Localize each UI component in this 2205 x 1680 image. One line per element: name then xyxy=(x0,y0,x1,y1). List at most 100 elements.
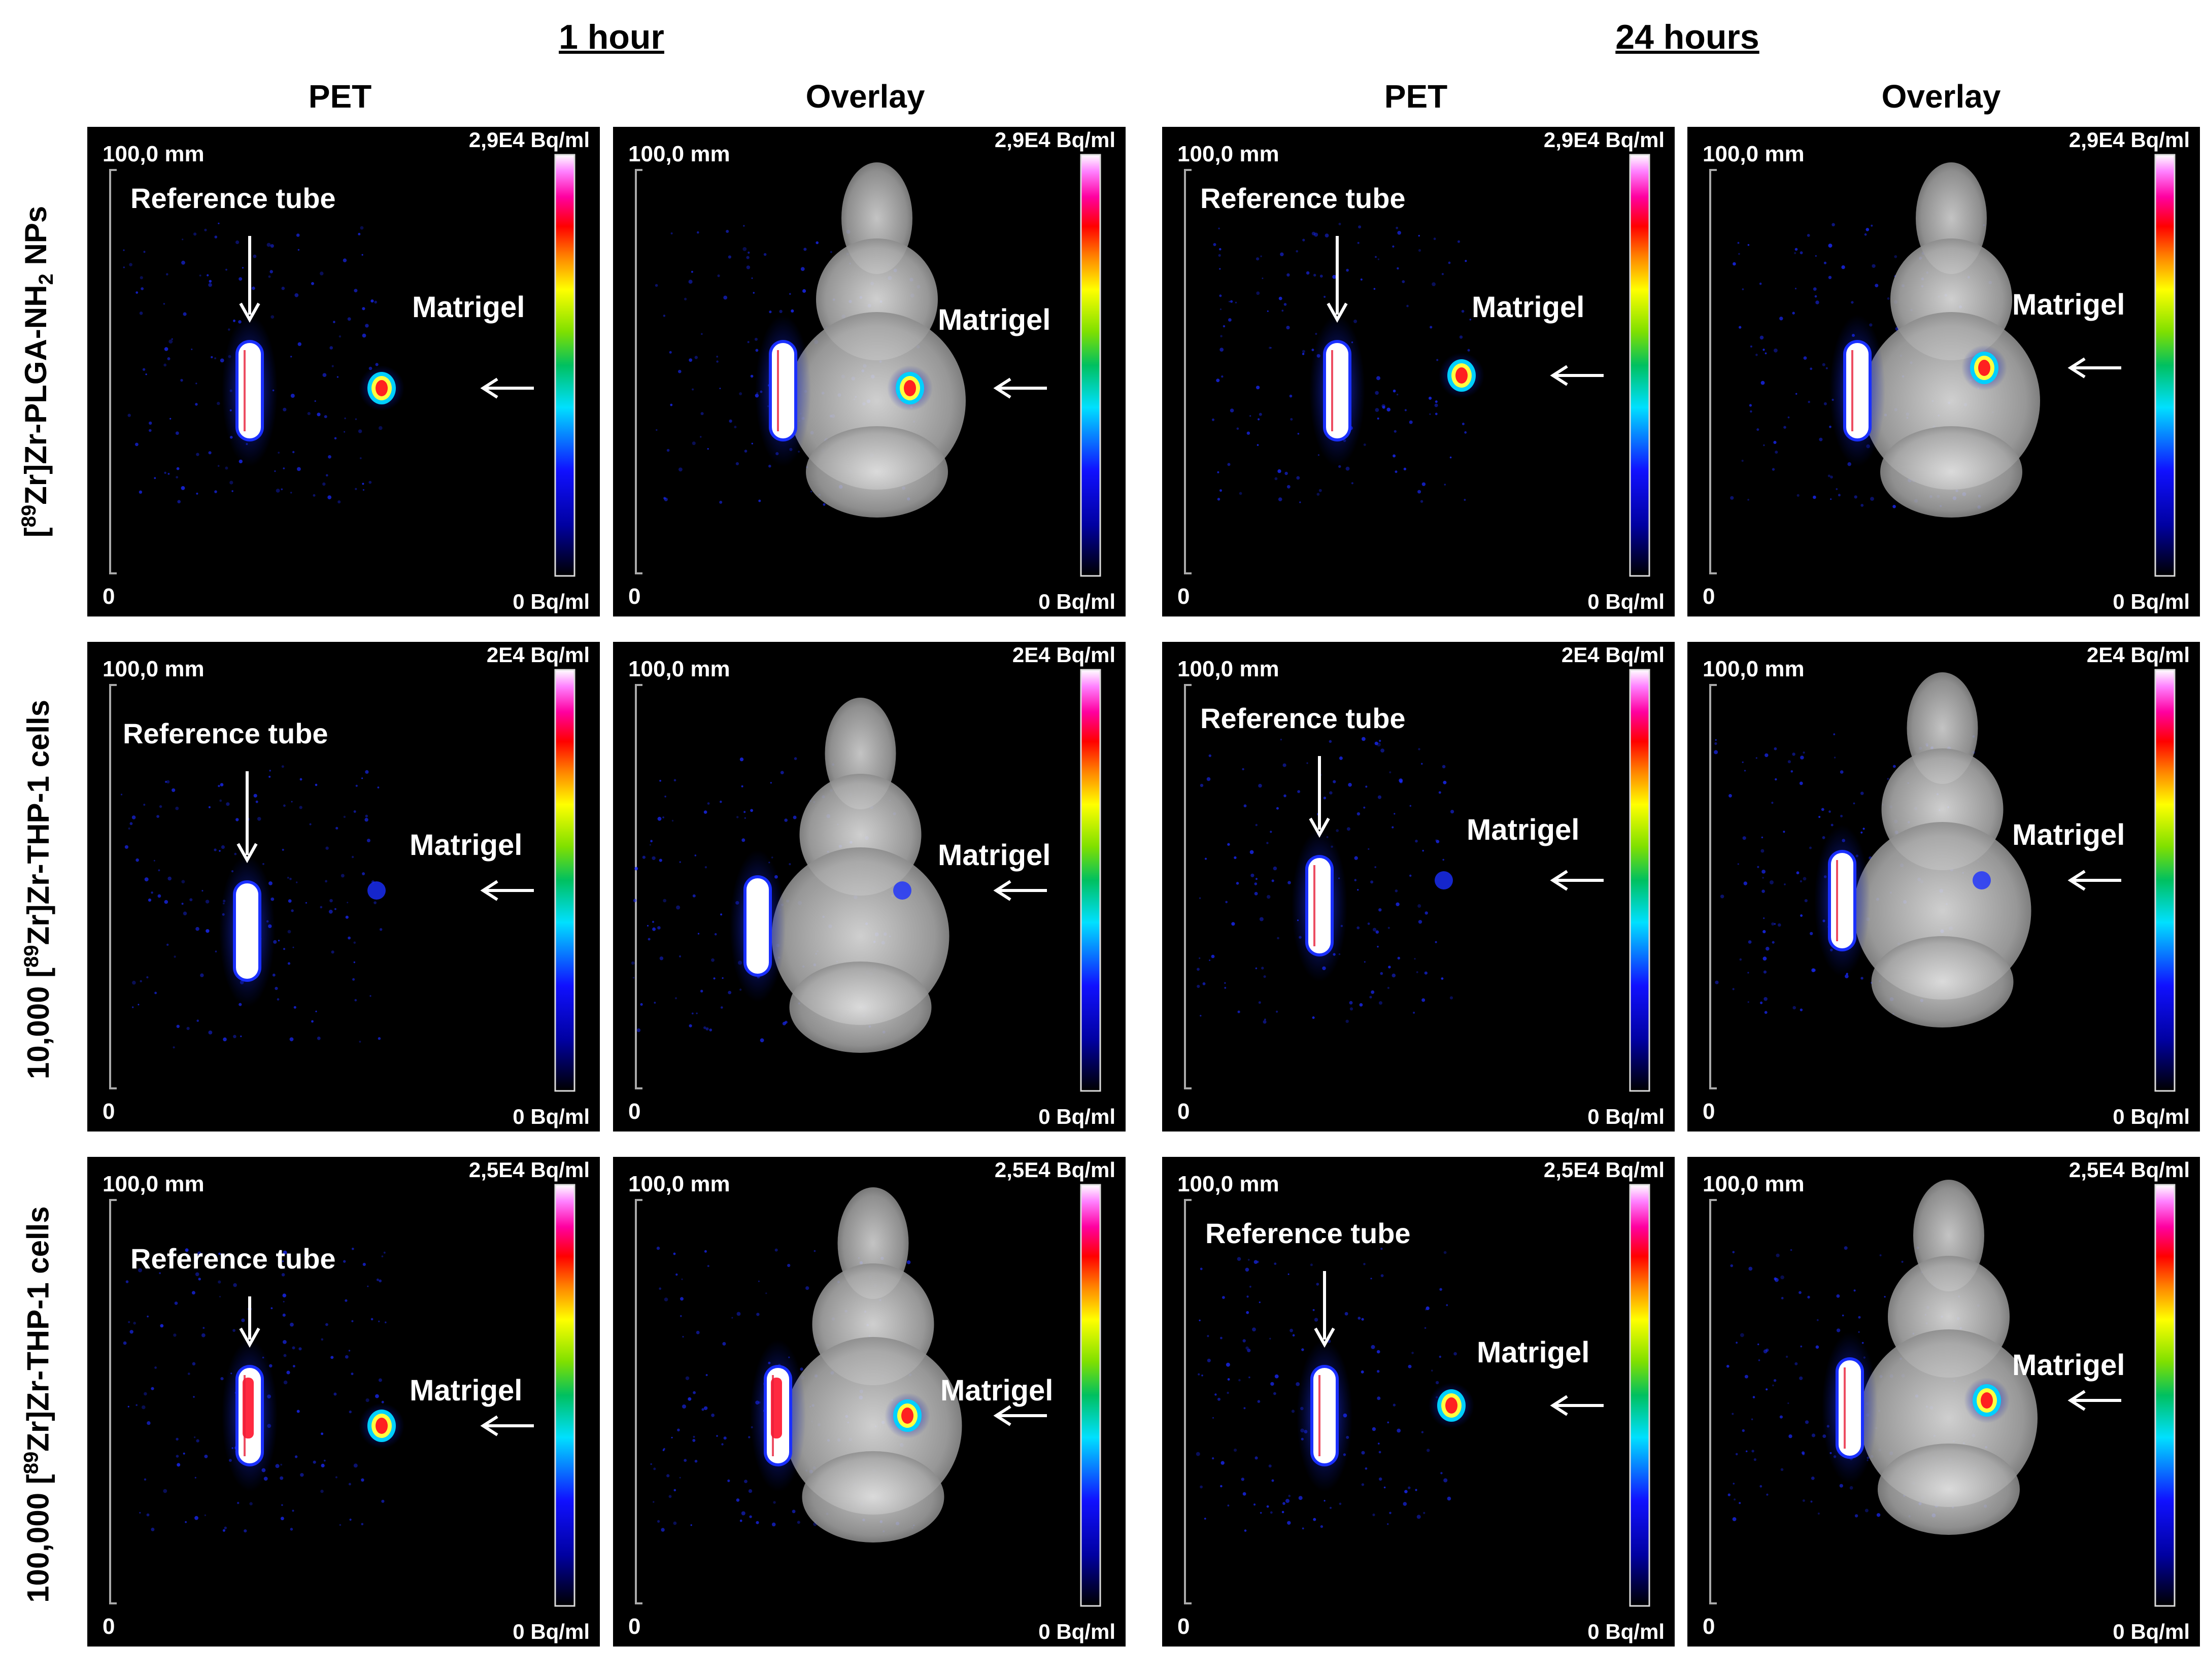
scale-top-label: 100,0 mm xyxy=(1703,142,1805,166)
matrigel-arrow xyxy=(480,1415,534,1436)
colorbar-max-label: 2E4 Bq/ml xyxy=(1562,643,1665,667)
scale-top-label: 100,0 mm xyxy=(1703,1172,1805,1196)
scale-top-label: 100,0 mm xyxy=(628,142,730,166)
colorbar-min-label: 0 Bq/ml xyxy=(513,1105,590,1128)
colorbar-min-label: 0 Bq/ml xyxy=(1038,1105,1115,1128)
matrigel-label: Matrigel xyxy=(938,839,1050,872)
colorbar xyxy=(2154,154,2176,577)
panel-nps-pet-1h: 100,0 mm 0 2,9E4 Bq/ml 0 Bq/ml Reference tub… xyxy=(87,127,600,616)
scale-bracket xyxy=(109,1199,117,1604)
matrigel-arrow xyxy=(1550,1395,1604,1416)
panel-10000-cells-overlay-1h: 100,0 mm 0 2E4 Bq/ml 0 Bq/ml Matrigel xyxy=(613,642,1126,1132)
time-header-24h: 24 hours xyxy=(1615,18,1759,56)
matrigel-label: Matrigel xyxy=(412,291,525,324)
reference-tube-signal xyxy=(730,850,786,1002)
matrigel-signal xyxy=(1964,1378,2010,1423)
colorbar-min-label: 0 Bq/ml xyxy=(513,590,590,613)
reference-tube-signal xyxy=(755,315,811,467)
scale-bracket xyxy=(1184,169,1192,574)
col-header-overlay-24h: Overlay xyxy=(1881,78,2001,115)
panel-nps-overlay-24h: 100,0 mm 0 2,9E4 Bq/ml 0 Bq/ml Matrigel xyxy=(1687,127,2200,616)
reference-tube-label: Reference tube xyxy=(130,182,336,214)
matrigel-signal xyxy=(1435,871,1453,889)
reference-arrow xyxy=(239,1296,260,1348)
scale-bottom-label: 0 xyxy=(1177,1099,1190,1124)
scale-bracket xyxy=(1184,1199,1192,1604)
scale-bracket xyxy=(635,684,642,1089)
scale-top-label: 100,0 mm xyxy=(103,657,205,681)
scale-top-label: 100,0 mm xyxy=(1177,657,1279,681)
colorbar xyxy=(554,154,575,577)
reference-arrow xyxy=(1314,1271,1335,1348)
reference-arrow xyxy=(236,771,258,864)
matrigel-label: Matrigel xyxy=(2012,818,2125,851)
panel-10000-cells-pet-24h: 100,0 mm 0 2E4 Bq/ml 0 Bq/ml Reference tube M… xyxy=(1162,642,1675,1132)
matrigel-arrow xyxy=(2067,1390,2121,1411)
col-header-overlay-1h: Overlay xyxy=(805,78,925,115)
scale-bottom-label: 0 xyxy=(1703,1099,1715,1124)
scale-bottom-label: 0 xyxy=(1177,584,1190,609)
colorbar-min-label: 0 Bq/ml xyxy=(2113,1620,2190,1643)
scale-top-label: 100,0 mm xyxy=(103,142,205,166)
colorbar-min-label: 0 Bq/ml xyxy=(1587,1105,1665,1128)
panel-100000-cells-pet-1h: 100,0 mm 0 2,5E4 Bq/ml 0 Bq/ml Reference tub… xyxy=(87,1157,600,1647)
reference-tube-label: Reference tube xyxy=(1200,182,1406,214)
pet-image: 100,0 mm 0 2,5E4 Bq/ml 0 Bq/ml Reference tub… xyxy=(103,1158,590,1643)
scale-top-label: 100,0 mm xyxy=(103,1172,205,1196)
scale-bottom-label: 0 xyxy=(628,584,640,609)
scale-bottom-label: 0 xyxy=(103,584,115,609)
reference-tube-signal xyxy=(222,1340,278,1492)
colorbar-max-label: 2,9E4 Bq/ml xyxy=(995,128,1115,152)
pet-image: 100,0 mm 0 2E4 Bq/ml 0 Bq/ml Matrigel xyxy=(628,643,1115,1128)
mouse-ct-silhouette xyxy=(771,698,949,1053)
time-header-1h: 1 hour xyxy=(559,18,664,56)
background-noise xyxy=(120,765,383,1049)
scale-top-label: 100,0 mm xyxy=(1177,142,1279,166)
panel-nps-overlay-1h: 100,0 mm 0 2,9E4 Bq/ml 0 Bq/ml Matrigel xyxy=(613,127,1126,616)
pet-image: 100,0 mm 0 2E4 Bq/ml 0 Bq/ml Matrigel xyxy=(1703,643,2190,1128)
scale-bottom-label: 0 xyxy=(103,1614,115,1639)
panel-100000-cells-pet-24h: 100,0 mm 0 2,5E4 Bq/ml 0 Bq/ml Reference tub… xyxy=(1162,1157,1675,1647)
pet-image: 100,0 mm 0 2,5E4 Bq/ml 0 Bq/ml Matrigel xyxy=(628,1158,1115,1643)
colorbar-max-label: 2E4 Bq/ml xyxy=(1012,643,1115,667)
panel-10000-cells-overlay-24h: 100,0 mm 0 2E4 Bq/ml 0 Bq/ml Matrigel xyxy=(1687,642,2200,1132)
colorbar-min-label: 0 Bq/ml xyxy=(1038,590,1115,613)
panel-100000-cells-overlay-24h: 100,0 mm 0 2,5E4 Bq/ml 0 Bq/ml Matrigel xyxy=(1687,1157,2200,1647)
scale-bottom-label: 0 xyxy=(103,1099,115,1124)
matrigel-label: Matrigel xyxy=(2012,288,2125,321)
reference-tube-signal xyxy=(1297,1340,1352,1492)
scale-bottom-label: 0 xyxy=(1703,584,1715,609)
colorbar-max-label: 2,9E4 Bq/ml xyxy=(469,128,590,152)
matrigel-signal xyxy=(367,881,386,900)
colorbar xyxy=(1080,154,1101,577)
scale-bracket xyxy=(109,169,117,574)
matrigel-label: Matrigel xyxy=(940,1374,1053,1407)
mouse-ct-silhouette xyxy=(784,1187,962,1542)
reference-tube-signal xyxy=(750,1340,806,1492)
scale-top-label: 100,0 mm xyxy=(1177,1172,1279,1196)
matrigel-arrow xyxy=(2067,357,2121,379)
mouse-ct-silhouette xyxy=(788,162,966,518)
row-label-100000-cells: 100,000 [89Zr]Zr-THP-1 cells xyxy=(20,1206,56,1603)
scale-bracket xyxy=(1709,684,1717,1089)
mouse-ct-silhouette xyxy=(1853,672,2031,1027)
colorbar-max-label: 2,5E4 Bq/ml xyxy=(469,1158,590,1182)
reference-tube-signal xyxy=(222,315,278,467)
scale-bracket xyxy=(1709,1199,1717,1604)
pet-image: 100,0 mm 0 2,5E4 Bq/ml 0 Bq/ml Matrigel xyxy=(1703,1158,2190,1643)
matrigel-signal xyxy=(885,1393,930,1438)
scale-bottom-label: 0 xyxy=(1177,1614,1190,1639)
matrigel-arrow xyxy=(993,880,1047,901)
matrigel-signal xyxy=(1973,871,1991,889)
colorbar xyxy=(1629,669,1650,1092)
scale-bracket xyxy=(1184,684,1192,1089)
scale-top-label: 100,0 mm xyxy=(628,1172,730,1196)
reference-tube-signal xyxy=(1822,1332,1878,1484)
pet-image: 100,0 mm 0 2,9E4 Bq/ml 0 Bq/ml Matrigel xyxy=(628,128,1115,613)
col-header-pet-1h: PET xyxy=(308,78,372,115)
mouse-ct-silhouette xyxy=(1860,1180,2038,1535)
pet-image: 100,0 mm 0 2E4 Bq/ml 0 Bq/ml Reference tube M… xyxy=(103,643,590,1128)
reference-tube-signal xyxy=(1829,315,1885,467)
colorbar xyxy=(2154,1184,2176,1607)
colorbar-min-label: 0 Bq/ml xyxy=(1587,1620,1665,1643)
